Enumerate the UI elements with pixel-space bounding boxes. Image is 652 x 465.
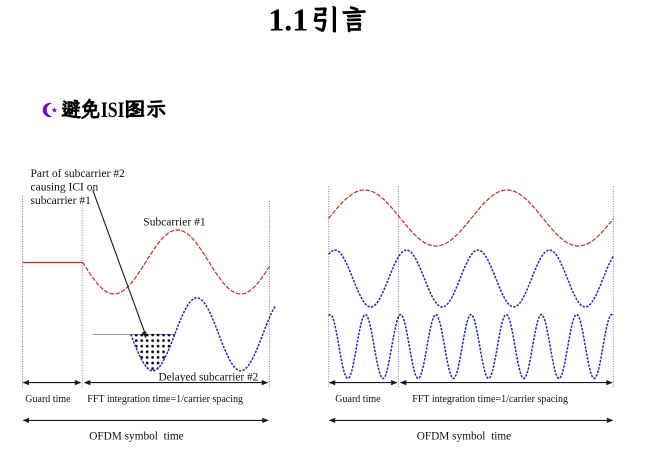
svg-text:OFDM symbol time: OFDM symbol time [89,431,183,443]
svg-text:ISI: ISI [101,97,125,122]
svg-text:causing ICI on: causing ICI on [31,181,99,193]
svg-text:1.1: 1.1 [268,2,308,38]
svg-text:Guard time: Guard time [25,394,71,405]
svg-text:OFDM symbol time: OFDM symbol time [417,431,511,443]
svg-text:FFT integration time=1/carrier: FFT integration time=1/carrier spacing [412,394,568,405]
svg-text:Part of subcarrier #2: Part of subcarrier #2 [31,168,125,180]
svg-text:FFT integration time=1/carrier: FFT integration time=1/carrier spacing [87,394,243,405]
svg-text:Subcarrier #1: Subcarrier #1 [143,216,206,228]
svg-text:Guard time: Guard time [335,394,381,405]
svg-text:subcarrier #1: subcarrier #1 [31,195,92,207]
svg-text:Delayed subcarrier #2: Delayed subcarrier #2 [159,372,259,384]
